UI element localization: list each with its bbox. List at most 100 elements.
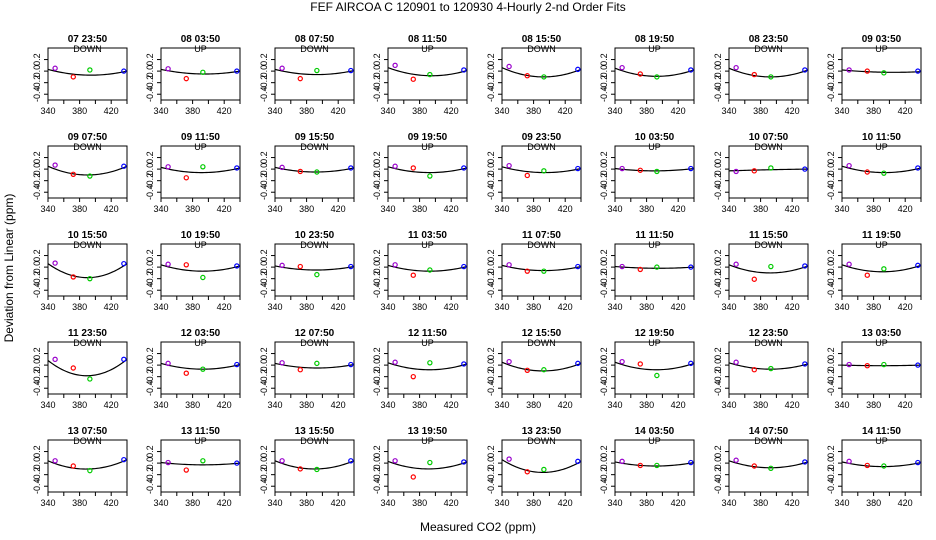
y-tick-label: -0.4: [145, 478, 155, 494]
y-tick-label: -0.4: [32, 282, 42, 298]
y-tick-label: 0.2: [32, 445, 42, 458]
point-mid-low-standard: [751, 276, 757, 282]
point-high-standard: [121, 456, 127, 463]
x-axis-label: Measured CO2 (ppm): [420, 520, 536, 534]
y-tick-label: -0.4: [32, 380, 42, 396]
x-tick-label: 340: [834, 400, 849, 410]
point-low-standard: [619, 458, 625, 465]
x-tick-label: 420: [898, 302, 913, 312]
y-tick-label: 0.0: [826, 457, 836, 470]
panel-title: 14 07:50: [749, 426, 789, 437]
x-tick-label: 340: [607, 498, 622, 508]
x-tick-label: 420: [331, 204, 346, 214]
x-tick-label: 380: [72, 106, 87, 116]
y-tick-label: 0.2: [32, 53, 42, 66]
y-tick-label: 0.0: [713, 65, 723, 78]
y-tick-label: 0.2: [145, 53, 155, 66]
y-tick-label: 0.0: [826, 65, 836, 78]
point-mid-low-standard: [297, 367, 303, 373]
y-tick-label: -0.2: [486, 271, 496, 287]
x-tick-label: 340: [40, 498, 55, 508]
x-tick-label: 380: [185, 302, 200, 312]
point-low-standard: [846, 162, 852, 169]
y-tick-label: 0.2: [372, 151, 382, 164]
y-tick-label: -0.4: [599, 282, 609, 298]
panel-title: 13 11:50: [181, 426, 220, 437]
x-tick-label: 420: [444, 204, 459, 214]
y-tick-label: 0.2: [486, 53, 496, 66]
y-tick-label: 0.0: [145, 65, 155, 78]
panel-frame: [501, 243, 582, 297]
panel-title: 14 03:50: [635, 426, 675, 437]
panel-direction: DOWN: [73, 436, 102, 446]
point-high-standard: [234, 165, 240, 171]
y-tick-label: -0.2: [713, 75, 723, 91]
x-tick-label: 380: [753, 106, 768, 116]
point-mid-low-standard: [70, 463, 76, 469]
x-tick-label: 420: [217, 302, 232, 312]
point-mid-high-standard: [541, 268, 547, 274]
x-tick-label: 340: [40, 106, 55, 116]
fit-curve: [728, 264, 809, 274]
x-tick-label: 340: [494, 498, 509, 508]
y-tick-label: -0.2: [713, 173, 723, 189]
y-tick-label: -0.4: [713, 478, 723, 494]
x-tick-label: 380: [526, 302, 541, 312]
point-high-standard: [688, 165, 694, 172]
panel-title: 11 11:50: [635, 230, 674, 241]
point-mid-low-standard: [524, 367, 530, 374]
panel-frame: [47, 47, 128, 101]
x-tick-label: 340: [153, 498, 168, 508]
x-tick-label: 340: [721, 106, 736, 116]
y-tick-label: 0.0: [713, 359, 723, 372]
y-tick-label: -0.2: [486, 173, 496, 189]
point-mid-low-standard: [864, 169, 870, 175]
x-tick-label: 420: [558, 106, 573, 116]
point-high-standard: [915, 459, 921, 466]
x-tick-label: 420: [331, 302, 346, 312]
point-high-standard: [802, 263, 808, 269]
x-tick-label: 340: [380, 302, 395, 312]
y-tick-label: 0.2: [826, 53, 836, 66]
panel-title: 13 03:50: [862, 328, 902, 339]
point-low-standard: [52, 356, 58, 363]
x-tick-label: 340: [380, 106, 395, 116]
y-tick-label: -0.2: [259, 271, 269, 287]
point-mid-low-standard: [297, 168, 303, 175]
y-tick-label: 0.0: [259, 359, 269, 372]
point-high-standard: [348, 263, 354, 270]
point-high-standard: [575, 165, 581, 172]
y-tick-label: 0.2: [713, 53, 723, 66]
y-tick-label: -0.2: [145, 467, 155, 483]
y-tick-label: -0.4: [486, 380, 496, 396]
x-tick-label: 380: [412, 400, 427, 410]
x-tick-label: 340: [153, 400, 168, 410]
panel-frame: [47, 145, 128, 199]
y-tick-label: -0.4: [372, 380, 382, 396]
panel-frame: [841, 341, 922, 395]
point-high-standard: [121, 68, 127, 74]
point-high-standard: [802, 67, 808, 73]
point-high-standard: [915, 362, 921, 368]
point-mid-low-standard: [751, 367, 757, 373]
point-low-standard: [392, 262, 398, 268]
panel-direction: DOWN: [73, 240, 102, 250]
panel-direction: DOWN: [300, 142, 329, 152]
panel-frame: [274, 47, 355, 101]
point-low-standard: [506, 456, 512, 462]
x-tick-label: 420: [671, 204, 686, 214]
y-tick-label: 0.0: [713, 457, 723, 470]
x-tick-label: 420: [331, 400, 346, 410]
y-tick-label: 0.2: [599, 53, 609, 66]
y-tick-label: -0.2: [372, 173, 382, 189]
y-tick-label: 0.2: [32, 347, 42, 360]
x-tick-label: 420: [785, 400, 800, 410]
point-high-standard: [915, 165, 921, 171]
x-tick-label: 340: [267, 400, 282, 410]
